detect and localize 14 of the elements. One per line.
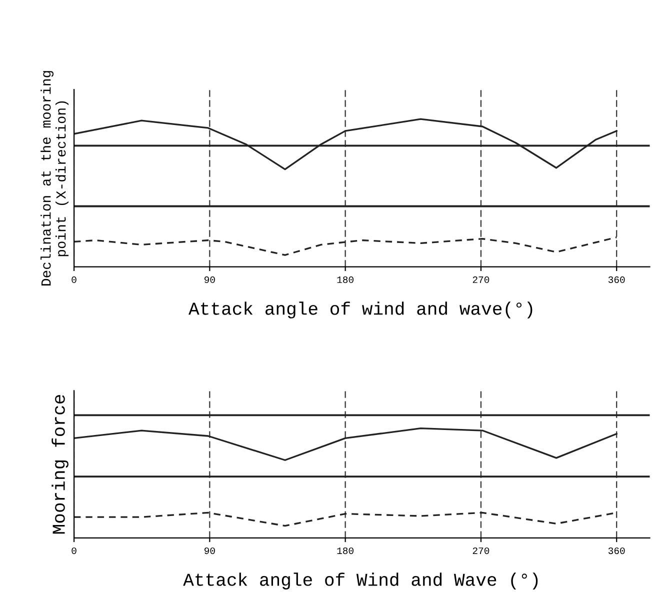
x-axis-title: Attack angle of wind and wave(°)	[188, 302, 532, 318]
x-tick-label: 90	[204, 547, 215, 554]
x-tick-label: 360	[608, 547, 625, 554]
x-tick-label: 90	[204, 276, 215, 284]
x-axis-title: Attack angle of Wind and Wave (°)	[183, 572, 538, 590]
x-tick-label: 0	[72, 547, 76, 554]
x-tick-label: 360	[608, 276, 625, 284]
y-axis-title: Declination at the mooring point (X-direction)	[40, 71, 68, 286]
x-tick-label: 0	[72, 276, 76, 284]
x-tick-label: 270	[472, 276, 490, 284]
x-tick-label: 180	[337, 276, 354, 284]
x-tick-label: 270	[472, 547, 490, 554]
y-axis-title: Mooring force	[52, 395, 68, 534]
x-tick-label: 180	[337, 547, 354, 554]
